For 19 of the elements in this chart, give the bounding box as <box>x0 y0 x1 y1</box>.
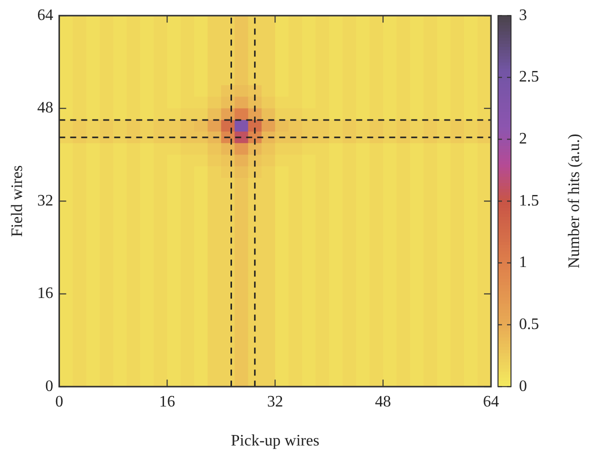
x-tick-label: 32 <box>267 393 284 410</box>
y-axis-title: Field wires <box>8 165 26 237</box>
color-bar-label: 0 <box>519 378 527 395</box>
color-bar-label: 1.5 <box>519 192 539 210</box>
y-tick-label: 48 <box>37 100 54 117</box>
y-tick-label: 32 <box>37 192 54 210</box>
x-axis-title: Pick-up wires <box>230 432 320 450</box>
y-tick-label: 16 <box>37 285 54 302</box>
color-bar-label: 3 <box>519 6 527 24</box>
color-bar-title: Number of hits (a.u.) <box>566 134 584 268</box>
x-tick-label: 64 <box>483 393 499 410</box>
color-bar-label: 1 <box>519 254 527 272</box>
x-tick-label: 48 <box>375 393 392 410</box>
color-bar-label: 2.5 <box>519 68 539 86</box>
y-tick-label: 64 <box>37 6 54 24</box>
x-tick-label: 16 <box>159 393 176 410</box>
color-bar-label: 2 <box>519 130 527 148</box>
color-bar-label: 0.5 <box>519 316 539 333</box>
y-tick-label: 0 <box>45 378 54 395</box>
